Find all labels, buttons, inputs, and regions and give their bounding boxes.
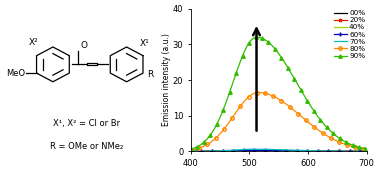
Line: 90%: 90% xyxy=(189,35,369,151)
Text: X¹, X² = Cl or Br: X¹, X² = Cl or Br xyxy=(53,119,121,128)
00% xyxy=(294,150,298,152)
80% xyxy=(297,113,301,116)
40% xyxy=(189,150,193,152)
60% xyxy=(294,150,298,152)
90% xyxy=(294,81,298,83)
00% xyxy=(364,150,369,152)
80% xyxy=(256,92,261,94)
60% xyxy=(250,149,255,151)
40% xyxy=(337,150,342,152)
Text: O: O xyxy=(81,41,88,50)
80% xyxy=(189,149,194,151)
Line: 20%: 20% xyxy=(189,149,369,153)
90% xyxy=(189,148,194,150)
90% xyxy=(293,80,298,82)
40% xyxy=(250,149,255,151)
40% xyxy=(349,150,353,152)
Line: 40%: 40% xyxy=(191,150,367,151)
70% xyxy=(297,149,301,151)
80% xyxy=(349,145,353,147)
Line: 80%: 80% xyxy=(189,91,369,152)
60% xyxy=(364,150,369,152)
70% xyxy=(337,150,342,152)
60% xyxy=(189,150,194,152)
20% xyxy=(293,150,298,152)
70% xyxy=(189,150,194,152)
80% xyxy=(337,141,342,143)
00% xyxy=(297,150,301,152)
00% xyxy=(189,150,194,152)
20% xyxy=(294,150,298,152)
20% xyxy=(364,150,369,152)
Text: MeO: MeO xyxy=(6,69,25,78)
70% xyxy=(349,150,353,152)
60% xyxy=(293,150,298,152)
80% xyxy=(294,111,298,113)
20% xyxy=(337,150,342,152)
00% xyxy=(189,150,193,152)
40% xyxy=(293,150,298,152)
70% xyxy=(252,148,257,150)
20% xyxy=(349,150,353,152)
90% xyxy=(349,143,353,145)
00% xyxy=(337,150,342,152)
Y-axis label: Emission intensity (a.u.): Emission intensity (a.u.) xyxy=(162,34,171,126)
Text: R = OMe or NMe₂: R = OMe or NMe₂ xyxy=(50,142,124,151)
60% xyxy=(189,150,193,152)
60% xyxy=(297,150,301,152)
60% xyxy=(349,150,353,152)
70% xyxy=(293,149,298,151)
00% xyxy=(349,150,353,152)
70% xyxy=(364,150,369,152)
20% xyxy=(297,150,301,152)
Legend: 00%, 20%, 40%, 60%, 70%, 80%, 90%: 00%, 20%, 40%, 60%, 70%, 80%, 90% xyxy=(333,9,366,60)
40% xyxy=(364,150,369,152)
90% xyxy=(337,137,342,140)
Text: X²: X² xyxy=(29,38,39,47)
Line: 70%: 70% xyxy=(191,149,367,151)
Text: X¹: X¹ xyxy=(140,39,150,48)
70% xyxy=(294,149,298,151)
00% xyxy=(293,150,298,152)
00% xyxy=(250,150,255,152)
90% xyxy=(189,148,193,150)
60% xyxy=(337,150,342,152)
20% xyxy=(250,150,255,152)
Line: 60%: 60% xyxy=(189,149,369,153)
40% xyxy=(294,150,298,152)
40% xyxy=(189,150,194,152)
90% xyxy=(254,36,259,38)
80% xyxy=(364,148,369,150)
90% xyxy=(364,148,369,150)
80% xyxy=(293,110,298,113)
40% xyxy=(297,150,301,152)
90% xyxy=(297,86,301,88)
20% xyxy=(189,150,193,152)
80% xyxy=(189,149,193,151)
70% xyxy=(189,150,193,152)
Text: R: R xyxy=(147,70,153,79)
20% xyxy=(189,150,194,152)
